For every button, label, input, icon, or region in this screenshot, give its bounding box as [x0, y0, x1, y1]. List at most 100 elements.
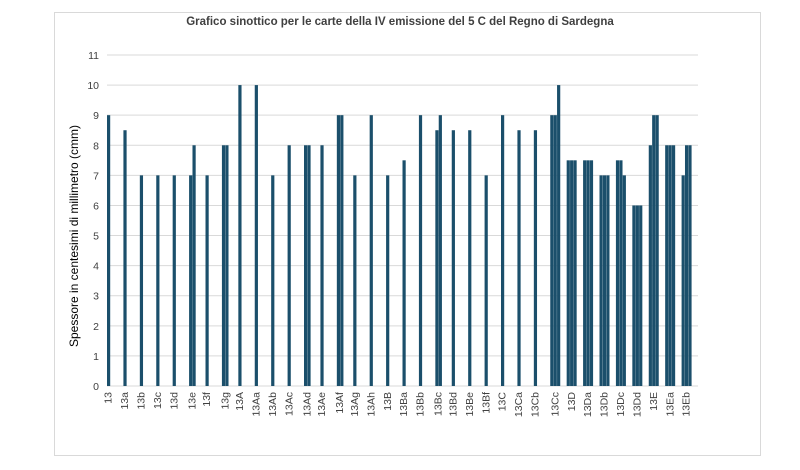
x-tick-label: 13d [168, 392, 180, 410]
x-tick-label: 13g [219, 392, 231, 410]
bar [205, 175, 209, 386]
chart-title: Grafico sinottico per le carte della IV … [186, 16, 614, 28]
x-tick-label: 13 [103, 392, 115, 404]
y-tick-label: 0 [93, 381, 99, 393]
bar [402, 160, 406, 386]
x-tick-label: 13Be [464, 392, 476, 417]
bar [681, 175, 685, 386]
bar [652, 115, 656, 386]
y-tick-label: 5 [93, 231, 99, 243]
x-tick-label: 13Bb [415, 392, 427, 417]
bar [632, 205, 636, 386]
bar [501, 115, 505, 386]
x-tick-label: 13Ag [349, 392, 361, 417]
bar [583, 160, 587, 386]
y-tick-label: 3 [93, 291, 99, 303]
bar [336, 115, 341, 386]
bar [451, 130, 455, 386]
bar [570, 160, 574, 386]
y-tick-label: 7 [93, 170, 99, 182]
bar [307, 145, 311, 386]
x-tick-label: 13B [382, 392, 394, 411]
bar [107, 115, 111, 386]
bar [622, 175, 626, 386]
bar [599, 175, 603, 386]
bar [139, 175, 144, 386]
bar [320, 145, 324, 386]
bar [619, 160, 623, 386]
y-tick-label: 4 [93, 261, 99, 273]
bar [238, 85, 242, 386]
y-tick-label: 9 [93, 110, 99, 122]
bar [573, 160, 577, 386]
bar [468, 130, 472, 386]
bar [671, 145, 676, 386]
bar [639, 205, 643, 386]
x-tick-label: 13Ad [301, 392, 313, 417]
x-tick-label: 13A [234, 392, 246, 411]
bar [615, 160, 620, 386]
x-tick-label: 13Ab [267, 392, 279, 417]
bar [550, 115, 554, 386]
bar [655, 115, 659, 386]
bar [684, 145, 689, 386]
x-tick-label: 13Dd [631, 392, 643, 417]
x-tick-label: 13Cc [549, 392, 561, 417]
bar [172, 175, 176, 386]
x-tick-label: 13Da [582, 392, 594, 417]
bar [386, 175, 390, 386]
x-tick-label: 13Ac [283, 392, 295, 416]
bar [287, 145, 291, 386]
chart-frame [54, 12, 761, 456]
bar [648, 145, 652, 386]
bar [533, 130, 538, 386]
bar [438, 115, 442, 386]
bar [665, 145, 669, 386]
bar [123, 130, 127, 386]
x-tick-label: 13Ae [316, 392, 328, 417]
bar [635, 205, 639, 386]
bar [566, 160, 570, 386]
y-tick-label: 1 [93, 351, 99, 363]
x-tick-label: 13c [152, 392, 164, 409]
y-tick-label: 10 [87, 80, 99, 92]
bar [156, 175, 160, 386]
bar [557, 85, 561, 386]
x-tick-label: 13Dc [615, 392, 627, 417]
bar [254, 85, 258, 386]
x-tick-label: 13Ea [664, 392, 676, 417]
x-tick-label: 13Eb [681, 392, 693, 417]
bar [340, 115, 344, 386]
x-tick-label: 13Bf [480, 392, 492, 414]
bar [688, 145, 692, 386]
x-tick-label: 13Db [599, 392, 611, 417]
x-tick-label: 13D [566, 392, 578, 412]
x-tick-label: 13e [186, 392, 198, 410]
x-tick-label: 13E [648, 392, 660, 411]
x-tick-label: 13Bc [433, 392, 445, 416]
bar [517, 130, 521, 386]
bar [553, 115, 557, 386]
y-tick-label: 8 [93, 140, 99, 152]
bar [668, 145, 672, 386]
bar [418, 115, 423, 386]
x-tick-label: 13b [136, 392, 148, 410]
bar [586, 160, 590, 386]
x-tick-label: 13a [119, 392, 131, 410]
bar [304, 145, 308, 386]
bar [271, 175, 275, 386]
x-tick-label: 13Cb [530, 392, 542, 417]
bar [589, 160, 594, 386]
x-tick-label: 13Aa [250, 392, 262, 417]
bar [369, 115, 373, 386]
x-tick-label: 13Af [334, 392, 346, 414]
bar [602, 175, 607, 386]
x-tick-label: 13Ah [365, 392, 377, 417]
y-tick-label: 11 [88, 50, 99, 62]
bar [435, 130, 439, 386]
y-tick-label: 6 [93, 200, 99, 212]
x-tick-label: 13Ca [513, 392, 525, 417]
x-tick-label: 13Bd [447, 392, 459, 417]
x-tick-label: 13f [201, 392, 213, 407]
